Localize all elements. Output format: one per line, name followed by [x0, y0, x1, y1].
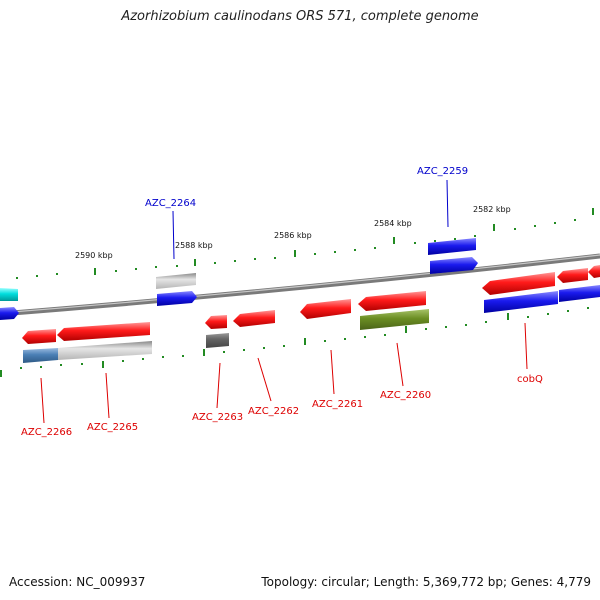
inner-scale: [0, 307, 589, 377]
label-azc2266[interactable]: AZC_2266: [21, 427, 72, 438]
leader-azc2262: [257, 357, 272, 402]
scale-label-2582: 2582 kbp: [473, 205, 511, 214]
gene-gray-outer[interactable]: [156, 273, 196, 289]
leader-azc2266: [40, 377, 45, 424]
accession-text: Accession: NC_009937: [9, 575, 146, 589]
gene-azc2259-top[interactable]: [428, 238, 476, 255]
label-azc2264[interactable]: AZC_2264: [145, 198, 196, 209]
gene-red-right-1[interactable]: [557, 268, 588, 283]
leader-azc2263: [216, 362, 221, 409]
leader-azc2259: [446, 179, 449, 228]
genome-backbone: [0, 253, 600, 317]
gene-azc2261[interactable]: [300, 299, 351, 319]
gene-azc2263[interactable]: [205, 315, 227, 329]
gene-azc2262[interactable]: [233, 310, 275, 327]
gene-azc2265-bottom[interactable]: [58, 341, 152, 360]
label-azc2259[interactable]: AZC_2259: [417, 166, 468, 177]
gene-azc2264[interactable]: [157, 291, 197, 306]
gene-cobq[interactable]: [482, 272, 555, 295]
outer-scale: [16, 208, 594, 279]
genome-summary-text: Topology: circular; Length: 5,369,772 bp…: [261, 575, 591, 589]
gene-azc2260[interactable]: [358, 291, 426, 311]
scale-label-2584: 2584 kbp: [374, 219, 412, 228]
label-azc2262[interactable]: AZC_2262: [248, 406, 299, 417]
leader-azc2264: [172, 210, 175, 260]
gene-cyan-outer[interactable]: [0, 288, 18, 301]
gene-cobq-bottom[interactable]: [484, 291, 558, 313]
map-title: Azorhizobium caulinodans ORS 571, comple…: [121, 9, 479, 24]
leader-azc2265: [105, 372, 110, 419]
gene-red-right-2[interactable]: [588, 265, 600, 278]
gene-blue-outer-left[interactable]: [0, 307, 19, 320]
label-azc2265[interactable]: AZC_2265: [87, 422, 138, 433]
label-azc2261[interactable]: AZC_2261: [312, 399, 363, 410]
leader-azc2260: [396, 342, 404, 387]
leader-azc2261: [330, 349, 335, 395]
gene-blue-right[interactable]: [559, 285, 600, 302]
label-azc2260[interactable]: AZC_2260: [380, 390, 431, 401]
scale-label-2590: 2590 kbp: [75, 251, 113, 260]
scale-label-2588: 2588 kbp: [175, 241, 213, 250]
gene-azc2259[interactable]: [430, 257, 478, 274]
gene-azc2260-bottom[interactable]: [360, 309, 429, 330]
label-azc2263[interactable]: AZC_2263: [192, 412, 243, 423]
gene-azc2266-bottom[interactable]: [23, 348, 58, 363]
label-cobq[interactable]: cobQ: [517, 374, 543, 385]
gene-azc2263-bottom[interactable]: [206, 333, 229, 348]
leader-cobq: [524, 322, 528, 370]
scale-label-2586: 2586 kbp: [274, 231, 312, 240]
gene-azc2265[interactable]: [57, 322, 150, 341]
gene-azc2266[interactable]: [22, 329, 56, 344]
